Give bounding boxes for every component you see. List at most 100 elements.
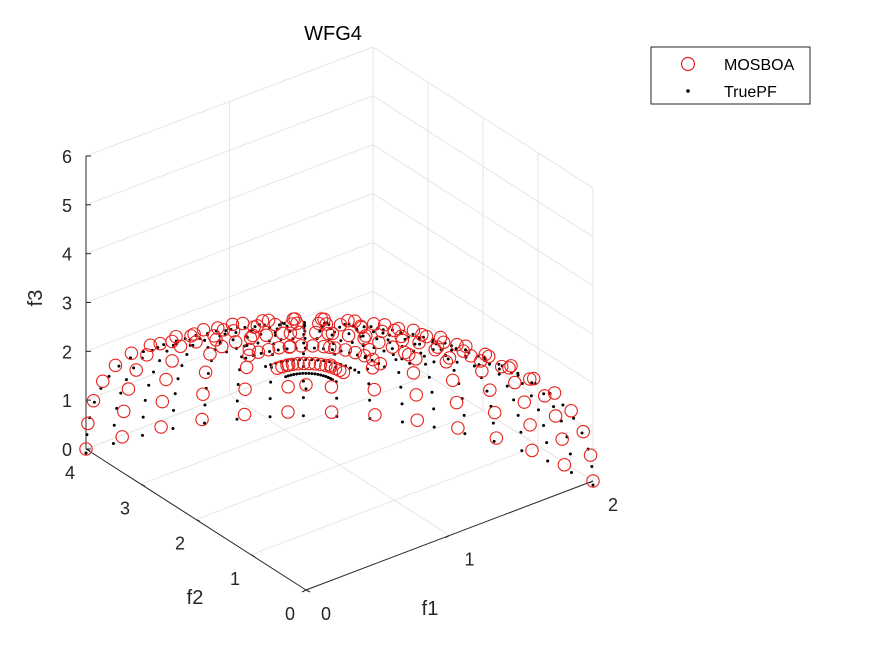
truepf-point	[203, 421, 207, 425]
mosboa-point	[366, 317, 381, 331]
mosboa-point	[357, 331, 371, 346]
mosboa-point	[341, 328, 356, 343]
mosboa-point	[155, 394, 170, 409]
mosboa-point	[153, 336, 167, 351]
truepf-point	[390, 347, 394, 351]
mosboa-point	[275, 326, 290, 341]
mosboa-point	[442, 351, 457, 365]
truepf-point	[542, 392, 546, 396]
truepf-point	[107, 374, 111, 378]
mosboa-point	[196, 322, 211, 337]
mosboa-point	[373, 356, 388, 371]
truepf-point	[264, 364, 268, 368]
truepf-point	[430, 390, 434, 394]
mosboa-point	[324, 405, 339, 419]
truepf-point	[491, 421, 495, 425]
z-tick-label: 3	[62, 294, 72, 314]
truepf-point	[505, 384, 509, 388]
x-tick-mark	[301, 589, 307, 593]
truepf-point	[542, 424, 546, 428]
truepf-point	[304, 387, 308, 391]
mosboa-point	[169, 329, 183, 344]
mosboa-point	[261, 342, 276, 357]
mosboa-point	[409, 388, 424, 402]
x-axis-label: f1	[422, 598, 439, 620]
truepf-point	[310, 372, 314, 376]
mosboa-point	[203, 347, 217, 361]
truepf-point	[418, 342, 422, 346]
mosboa-point	[129, 363, 143, 377]
grid-line	[85, 241, 374, 352]
grid-line	[195, 410, 484, 520]
truepf-point	[455, 360, 459, 364]
truepf-point	[427, 375, 431, 379]
mosboa-point	[238, 382, 252, 396]
mosboa-point	[406, 366, 421, 380]
truepf-point	[206, 372, 210, 376]
mosboa-point	[143, 338, 158, 353]
mosboa-point	[228, 335, 243, 349]
truepf-point	[223, 332, 227, 336]
mosboa-point	[184, 329, 198, 343]
grid-line	[140, 374, 429, 485]
truepf-point	[382, 349, 386, 353]
truepf-point	[245, 343, 249, 347]
truepf-point	[362, 325, 366, 329]
mosboa-point	[140, 348, 154, 362]
mosboa-point	[406, 323, 421, 338]
mosboa-point	[494, 359, 509, 374]
truepf-point	[432, 360, 436, 364]
mosboa-point	[428, 343, 442, 357]
truepf-point	[590, 465, 594, 469]
y-tick-label: 4	[65, 463, 75, 483]
mosboa-point	[81, 416, 95, 431]
mosboa-point	[255, 314, 270, 328]
mosboa-point	[79, 442, 93, 456]
truepf-point	[301, 414, 305, 418]
truepf-point	[203, 338, 207, 342]
mosboa-point	[291, 356, 305, 371]
mosboa-point	[395, 333, 410, 348]
truepf-point	[256, 341, 260, 345]
truepf-point	[339, 339, 343, 343]
truepf-point	[452, 368, 456, 372]
truepf-point	[92, 400, 96, 404]
truepf-point	[277, 323, 281, 327]
truepf-point	[313, 372, 317, 376]
mosboa-point	[564, 404, 578, 418]
mosboa-point	[237, 407, 252, 422]
truepf-point	[347, 332, 351, 336]
mosboa-point	[282, 340, 297, 354]
mosboa-point	[478, 347, 493, 362]
grid-line	[85, 144, 374, 255]
mosboa-point	[322, 340, 337, 354]
truepf-point	[180, 364, 184, 368]
mosboa-point	[246, 328, 260, 343]
truepf-point	[485, 389, 489, 393]
mosboa-point	[124, 346, 139, 361]
mosboa-point	[367, 382, 382, 397]
mosboa-point	[324, 380, 339, 394]
truepf-point	[162, 343, 166, 347]
truepf-point	[330, 348, 334, 352]
mosboa-point	[235, 316, 250, 331]
truepf-point	[369, 325, 373, 329]
data-points	[79, 312, 600, 488]
truepf-point	[172, 408, 176, 412]
truepf-point	[235, 399, 239, 403]
truepf-point	[302, 341, 306, 345]
mosboa-point	[86, 393, 101, 408]
truepf-point	[446, 357, 450, 361]
truepf-point	[536, 408, 540, 412]
truepf-point	[111, 442, 115, 446]
mosboa-point	[317, 339, 331, 354]
truepf-point	[512, 398, 516, 402]
truepf-point	[324, 375, 328, 379]
truepf-point	[284, 375, 288, 379]
mosboa-point	[366, 352, 380, 367]
truepf-point	[580, 431, 584, 435]
truepf-point	[394, 358, 398, 362]
truepf-point	[243, 325, 247, 329]
truepf-point	[422, 354, 426, 358]
